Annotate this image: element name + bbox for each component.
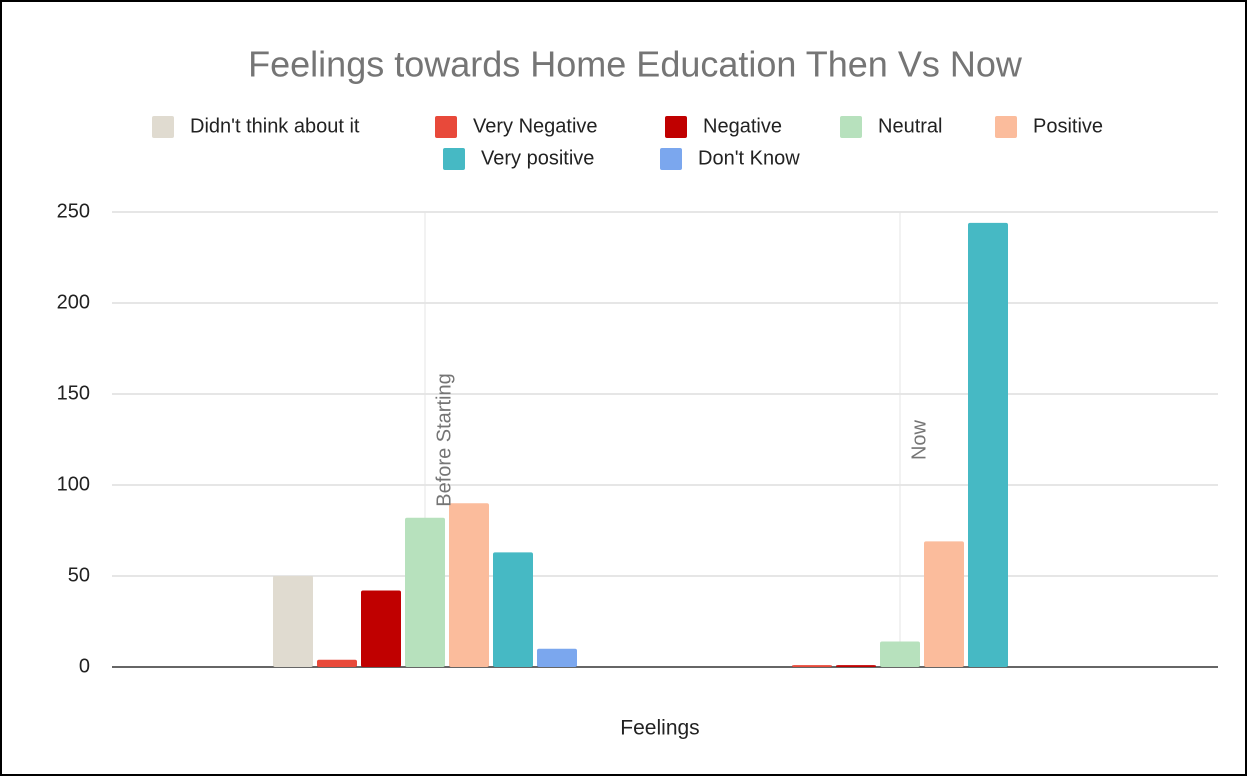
legend-swatch bbox=[840, 116, 862, 138]
y-tick-label: 200 bbox=[57, 291, 90, 313]
bar bbox=[836, 665, 876, 667]
bar bbox=[968, 222, 1008, 668]
legend-swatch bbox=[665, 116, 687, 138]
legend-label: Very Negative bbox=[473, 115, 598, 137]
y-tick-label: 150 bbox=[57, 382, 90, 404]
bar bbox=[317, 659, 357, 667]
legend-swatch bbox=[660, 148, 682, 170]
x-axis-label: Feelings bbox=[620, 717, 699, 740]
legend-swatch bbox=[152, 116, 174, 138]
bar bbox=[449, 503, 489, 667]
bar bbox=[880, 641, 920, 667]
y-tick-label: 50 bbox=[68, 564, 90, 586]
category-label: Now bbox=[908, 419, 930, 460]
bar bbox=[405, 517, 445, 667]
y-tick-label: 0 bbox=[79, 655, 90, 677]
legend-label: Negative bbox=[703, 115, 782, 137]
bar bbox=[792, 665, 832, 667]
y-tick-label: 100 bbox=[57, 473, 90, 495]
legend-swatch bbox=[443, 148, 465, 170]
bar bbox=[493, 552, 533, 667]
legend-label: Neutral bbox=[878, 115, 942, 137]
category-label: Before Starting bbox=[433, 373, 455, 506]
legend-label: Very positive bbox=[481, 147, 594, 169]
legend-swatch bbox=[435, 116, 457, 138]
legend-label: Don't Know bbox=[698, 147, 800, 169]
bar bbox=[273, 576, 313, 667]
legend-label: Didn't think about it bbox=[190, 115, 360, 137]
legend-label: Positive bbox=[1033, 115, 1103, 137]
legend-swatch bbox=[995, 116, 1017, 138]
bar bbox=[924, 541, 964, 667]
chart-title: Feelings towards Home Education Then Vs … bbox=[248, 44, 1023, 85]
bar bbox=[361, 590, 401, 667]
bar bbox=[537, 648, 577, 667]
y-tick-label: 250 bbox=[57, 200, 90, 222]
